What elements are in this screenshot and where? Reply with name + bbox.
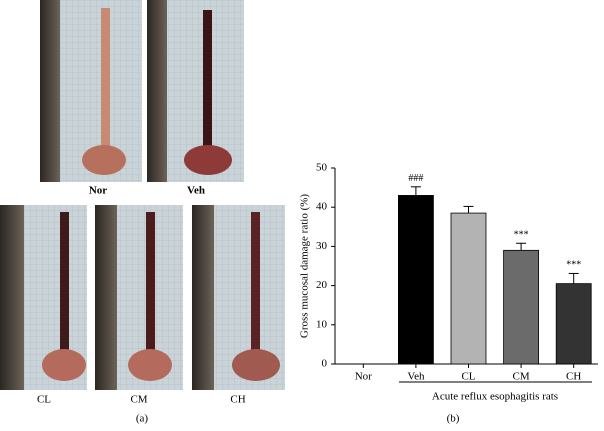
x-tick-label: CM (513, 371, 530, 383)
y-tick-label: 30 (316, 240, 328, 252)
bar (555, 283, 592, 365)
panel-label: (b) (447, 413, 460, 425)
bar (450, 212, 487, 365)
y-axis-label: Gross mucosal damage ratio (%) (299, 194, 311, 339)
bar (503, 249, 540, 365)
y-tick-label: 50 (316, 162, 328, 174)
x-tick-label: Veh (407, 371, 425, 383)
photo-ch (192, 205, 285, 390)
photo-label: CM (130, 394, 147, 406)
x-tick-label: CL (461, 371, 475, 383)
bar (397, 195, 434, 365)
y-tick-label: 40 (316, 201, 328, 213)
photo-cl (0, 205, 87, 390)
x-axis-label: Acute reflux esophagitis rats (432, 391, 558, 403)
y-tick-label: 20 (316, 279, 328, 291)
photo-label: Veh (187, 185, 205, 197)
x-tick-label: CH (566, 371, 581, 383)
x-tick-label: Nor (355, 371, 372, 383)
y-tick-label: 10 (316, 318, 328, 330)
photo-nor (40, 0, 142, 182)
y-tick-label: 0 (322, 358, 328, 370)
photo-veh (147, 0, 244, 182)
significance-mark: *** (514, 230, 529, 241)
photo-label: CL (37, 394, 51, 406)
photo-label: Nor (89, 185, 107, 197)
photo-label: CH (230, 394, 245, 406)
significance-mark: *** (566, 260, 581, 271)
photo-cm (95, 205, 183, 390)
panel-label: (a) (136, 413, 149, 425)
significance-mark: ### (408, 173, 423, 184)
